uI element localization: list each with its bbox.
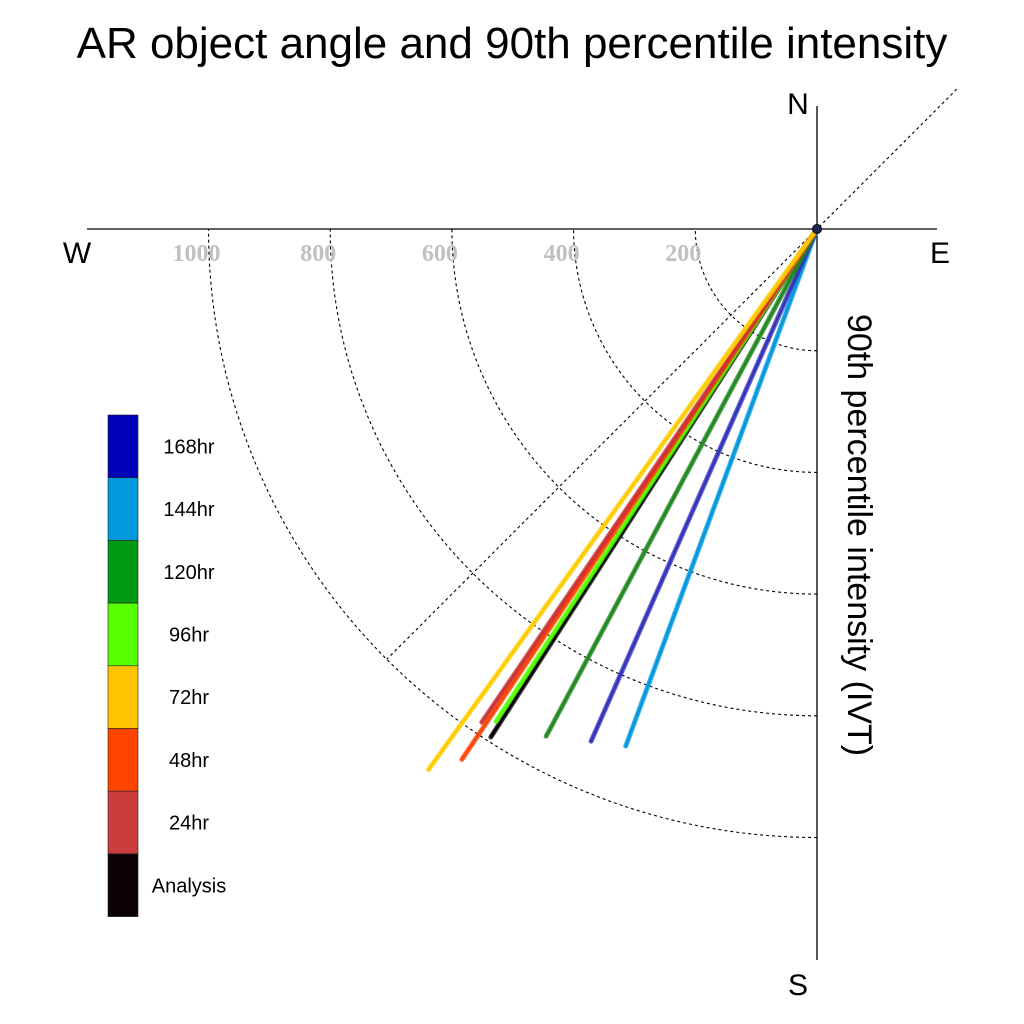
legend-label-72hr: 72hr	[169, 687, 209, 709]
vector-144hr	[624, 227, 819, 748]
intensity-axis-label: 90th percentile intensity (IVT)	[840, 314, 878, 756]
compass-west-label: W	[63, 237, 92, 270]
legend-swatch-48hr	[107, 728, 139, 792]
grid-arc-1	[694, 228, 818, 352]
legend-label-96hr: 96hr	[169, 624, 209, 646]
legend-label-144hr: 144hr	[163, 499, 214, 521]
tick-label-4: 800	[300, 241, 336, 267]
legend-label-168hr: 168hr	[163, 436, 214, 458]
grid-arc-3	[451, 228, 818, 595]
compass-south-label: S	[788, 969, 808, 1002]
grid-arc-4	[329, 228, 818, 717]
vector-168hr	[589, 227, 819, 743]
legend-swatch-168hr	[107, 414, 139, 479]
grid-arc-2	[573, 228, 818, 473]
tick-label-3: 600	[422, 241, 458, 267]
legend-swatch-24hr	[107, 790, 139, 855]
grid-diagonal	[386, 88, 958, 660]
compass-north-label: N	[787, 88, 809, 121]
legend-swatch-144hr	[107, 477, 139, 541]
legend-label-48hr: 48hr	[169, 750, 209, 772]
vector-120hr	[544, 227, 819, 738]
chart-title: AR object angle and 90th percentile inte…	[77, 19, 948, 68]
polar-grid	[207, 88, 958, 839]
legend-label-120hr: 120hr	[163, 562, 214, 584]
grid-arc-5	[207, 228, 818, 839]
legend-label-24hr: 24hr	[169, 813, 209, 835]
vector-series	[426, 226, 820, 773]
legend-label-analysis: Analysis	[152, 875, 226, 897]
tick-label-5: 1000	[173, 241, 221, 267]
compass-east-label: E	[930, 237, 950, 270]
legend-swatch-analysis	[107, 853, 139, 917]
radial-tick-labels: 200 400 600 800 1000	[173, 241, 702, 267]
vector-72hr	[427, 227, 819, 771]
legend: 168hr 144hr 120hr 96hr 72hr 48hr 24hr Analysis	[107, 414, 226, 917]
legend-swatch-120hr	[107, 540, 139, 604]
legend-swatch-96hr	[107, 602, 139, 667]
tick-label-2: 400	[544, 241, 580, 267]
vector-24hr	[480, 227, 819, 724]
tick-label-1: 200	[665, 241, 701, 267]
origin-marker	[812, 224, 822, 234]
legend-swatch-72hr	[107, 665, 139, 729]
